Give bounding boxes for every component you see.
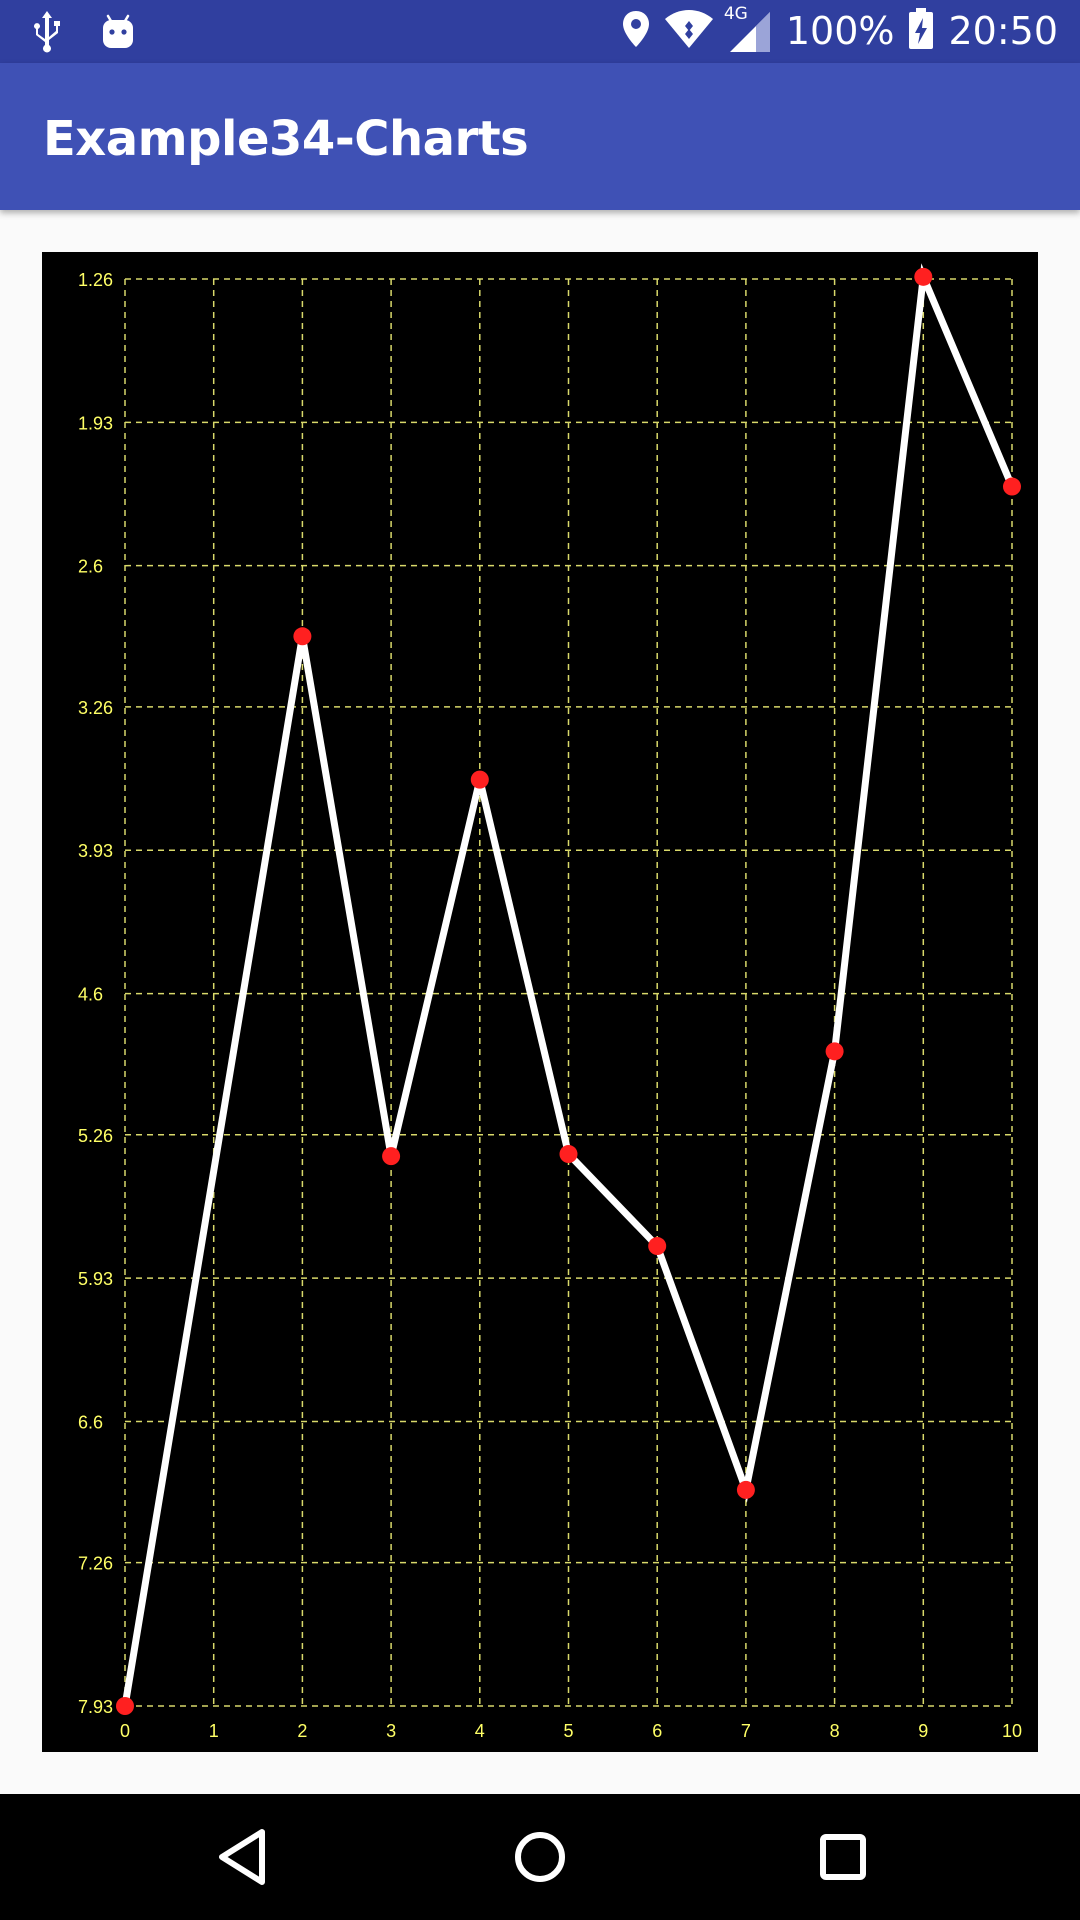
android-icon (102, 13, 134, 54)
recents-icon[interactable] (808, 1822, 878, 1892)
y-tick-label: 2.6 (78, 557, 103, 577)
x-tick-label: 10 (1002, 1721, 1022, 1741)
x-tick-label: 4 (475, 1721, 485, 1741)
series-line (121, 263, 1016, 1710)
status-bar: 4G 100% 20:50 (0, 0, 1080, 63)
y-tick-label: 5.93 (78, 1269, 113, 1289)
clock: 20:50 (948, 9, 1058, 53)
x-tick-label: 9 (918, 1721, 928, 1741)
y-tick-label: 3.93 (78, 841, 113, 861)
data-point (914, 267, 933, 286)
data-point (382, 1147, 401, 1166)
data-point (470, 770, 489, 789)
x-tick-label: 6 (652, 1721, 662, 1741)
back-icon[interactable] (212, 1822, 282, 1892)
data-point (648, 1237, 667, 1256)
home-icon[interactable] (505, 1822, 575, 1892)
y-tick-label: 7.93 (78, 1697, 113, 1717)
y-tick-label: 6.6 (78, 1412, 103, 1432)
data-point (1003, 477, 1021, 496)
y-tick-label: 3.26 (78, 698, 113, 718)
x-tick-label: 7 (741, 1721, 751, 1741)
battery-percent: 100% (785, 9, 895, 53)
line-chart: 0 1 2 3 4 5 6 7 8 9 10 1.26 1.93 2.6 3.26 3.93 4.6 5.26 5.… (42, 252, 1038, 1752)
y-tick-label: 1.26 (78, 270, 113, 290)
battery-charging-icon (908, 8, 934, 55)
location-icon (622, 10, 650, 53)
data-point (559, 1145, 578, 1164)
y-tick-label: 7.26 (78, 1554, 113, 1574)
x-tick-label: 0 (120, 1721, 130, 1741)
wifi-icon (664, 9, 714, 54)
y-tick-label: 1.93 (78, 413, 113, 433)
data-point (116, 1697, 134, 1715)
chart-canvas: 0 1 2 3 4 5 6 7 8 9 10 1.26 1.93 2.6 3.26 3.93 4.6 5.26 5.… (78, 263, 1022, 1741)
x-tick-label: 3 (386, 1721, 396, 1741)
signal-icon: 4G (724, 4, 772, 54)
x-tick-label: 5 (563, 1721, 573, 1741)
y-tick-label: 5.26 (78, 1126, 113, 1146)
navigation-bar (0, 1794, 1080, 1920)
data-point (293, 627, 312, 646)
app-bar: Example34-Charts (0, 63, 1080, 210)
network-type-label: 4G (723, 3, 748, 24)
data-point (736, 1480, 755, 1499)
usb-icon (32, 9, 62, 58)
x-tick-label: 1 (209, 1721, 219, 1741)
app-title: Example34-Charts (43, 111, 529, 167)
y-tick-label: 4.6 (78, 985, 103, 1005)
data-point (825, 1042, 844, 1061)
x-tick-label: 2 (297, 1721, 307, 1741)
x-tick-label: 8 (830, 1721, 840, 1741)
